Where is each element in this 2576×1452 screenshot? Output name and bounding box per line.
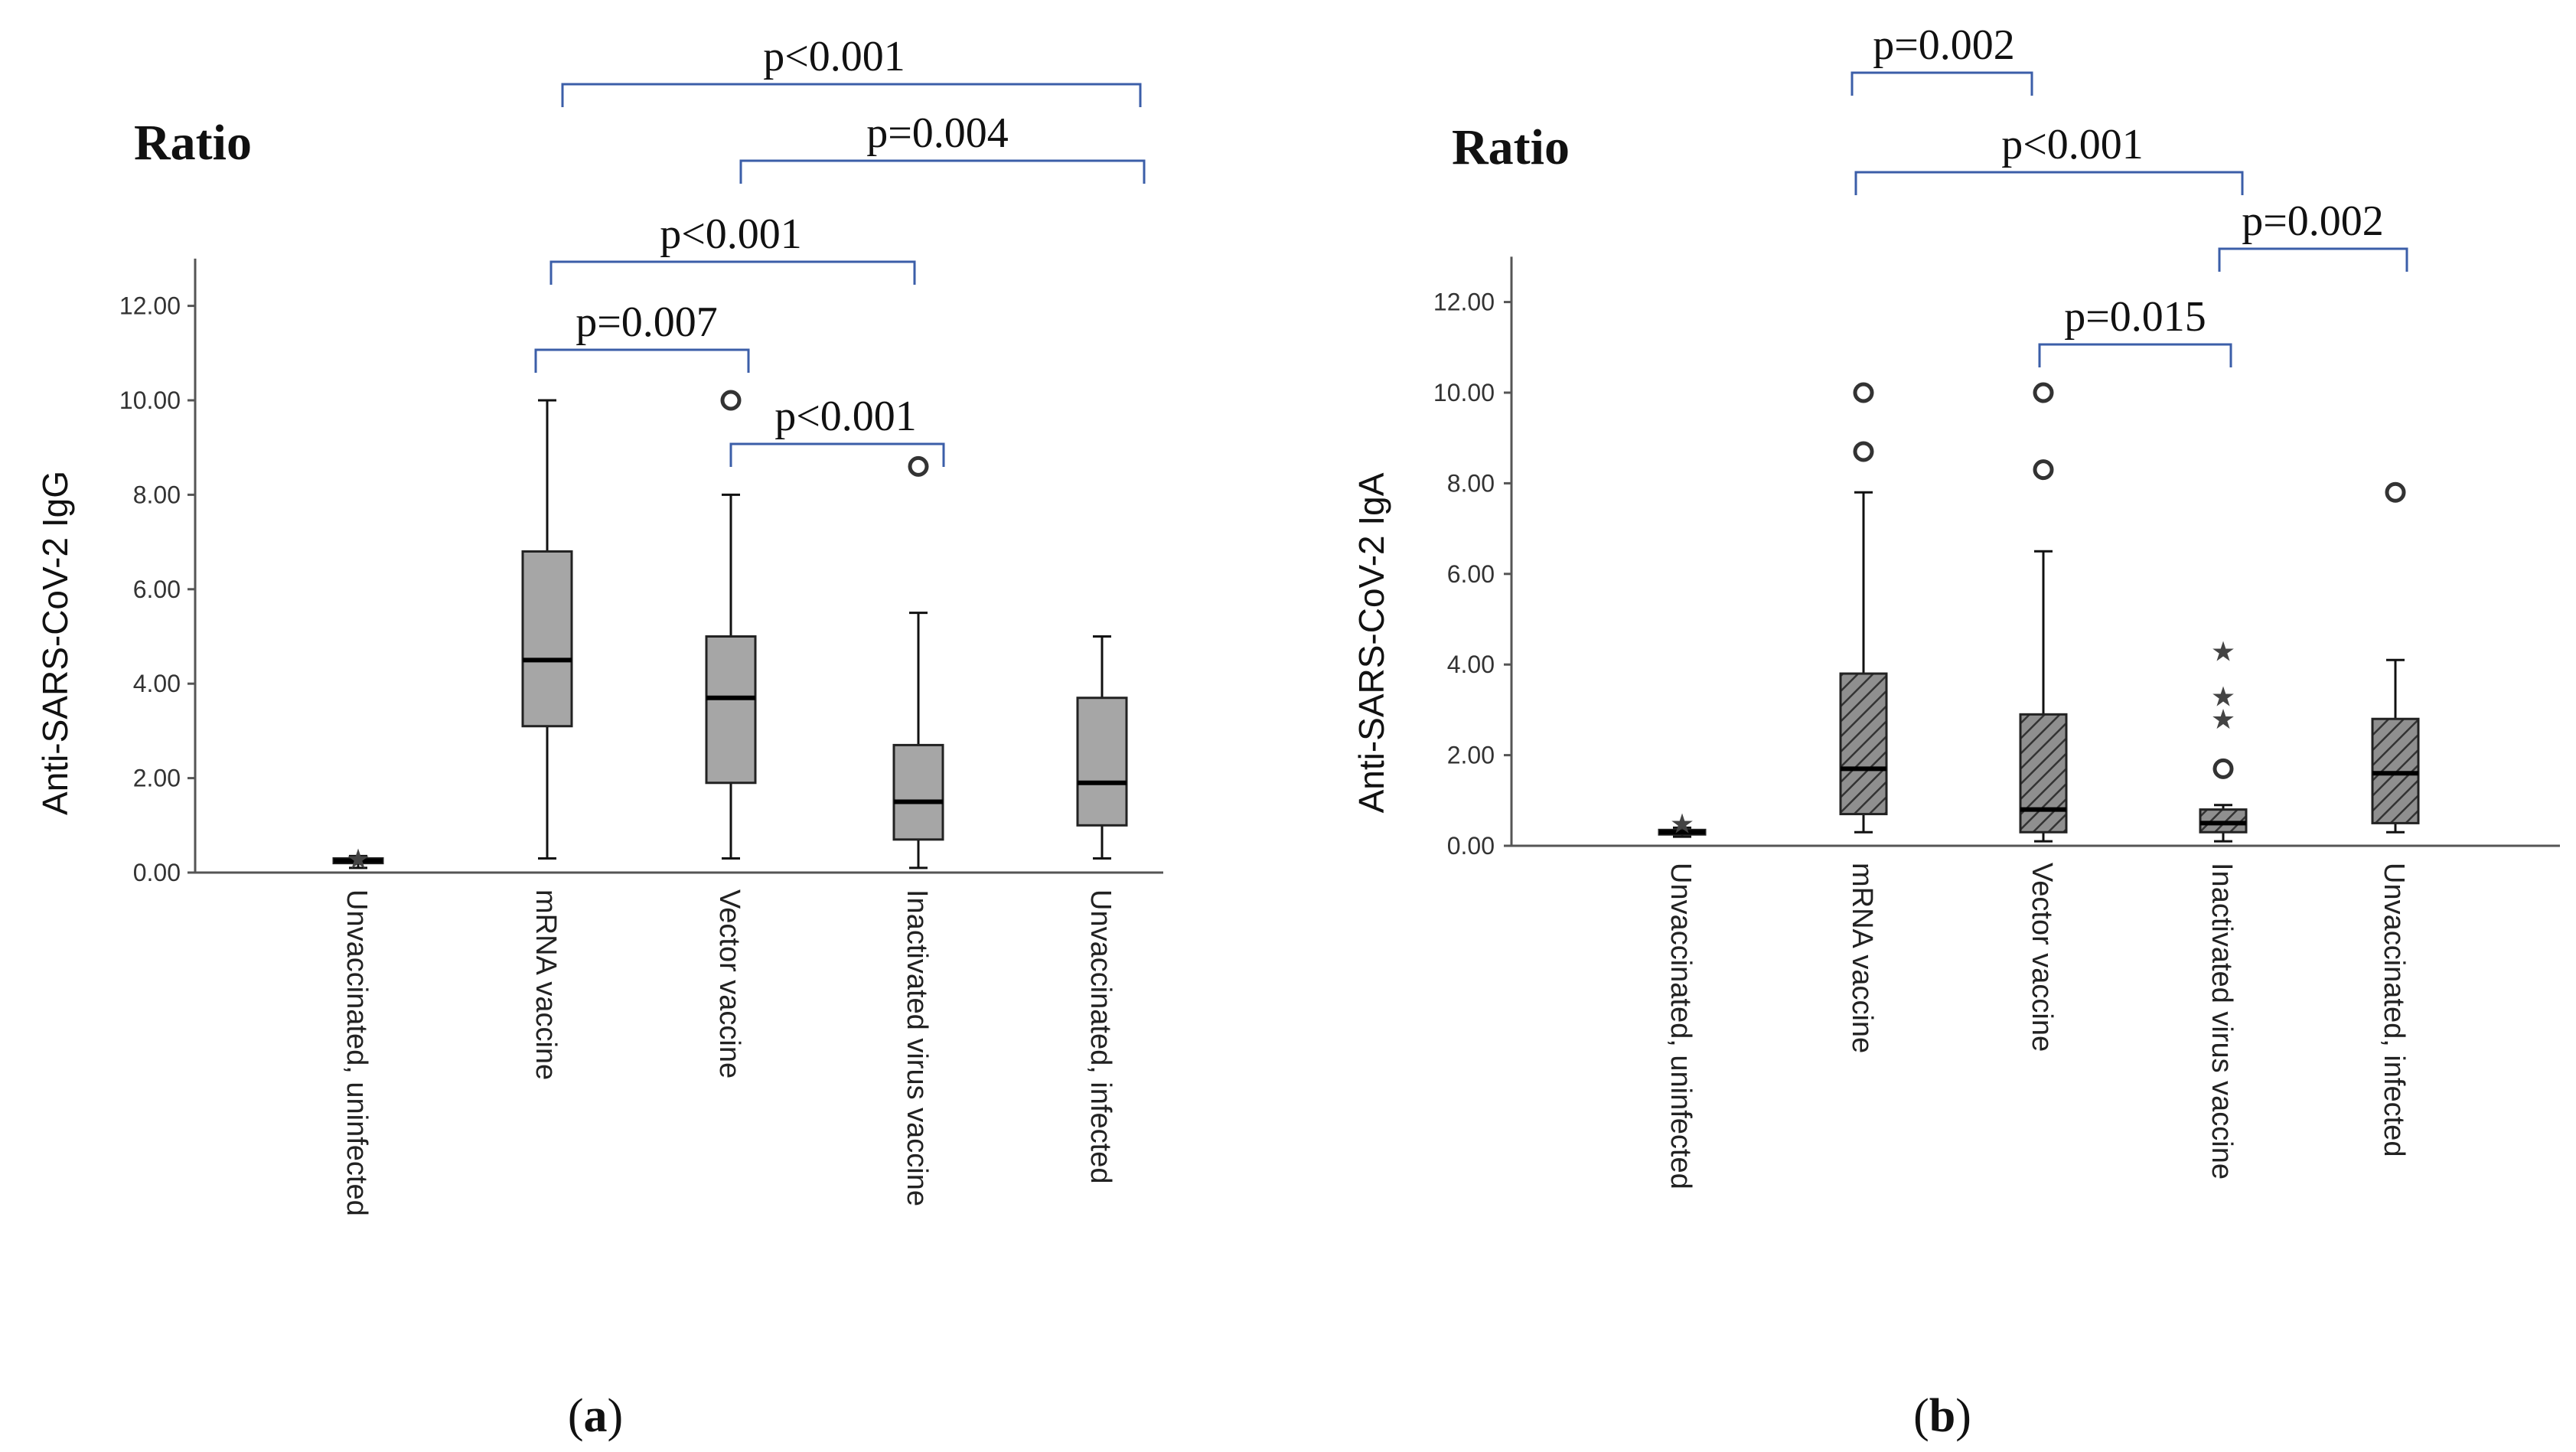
panel-a-p-value-label: p=0.007 bbox=[576, 299, 718, 346]
panel-b-category-label: Unvaccinated, uninfected bbox=[1665, 863, 1697, 1189]
panel-b-outlier-point bbox=[1853, 382, 1874, 403]
panel-b-outlier-point bbox=[2385, 481, 2406, 503]
panel-a-comparison-bracket bbox=[729, 442, 945, 467]
panel-b-extreme-point: ★ bbox=[1670, 808, 1694, 840]
panel-b-category-label: Inactivated virus vaccine bbox=[2206, 863, 2238, 1180]
panel-a-y-tick-label: 4.00 bbox=[133, 670, 181, 697]
panel-a-y-tick-label: 10.00 bbox=[119, 387, 181, 414]
panel-a-y-tick-label: 0.00 bbox=[133, 859, 181, 886]
panel-b-y-axis-label: Anti-SARS-CoV-2 IgA bbox=[1352, 472, 1391, 813]
panel-a-p-value-label: p<0.001 bbox=[660, 210, 802, 258]
panel-b-category-label: mRNA vaccine bbox=[1846, 863, 1878, 1053]
panel-a-box bbox=[892, 743, 944, 841]
panel-b-y-tick-label: 10.00 bbox=[1433, 379, 1495, 406]
panel-a: Ratio 0.00 2.00 4.00 6.00 8.00 10.00 12.00 Anti… bbox=[35, 33, 1163, 1216]
panel-b-box bbox=[2019, 713, 2068, 834]
panel-b-outlier-point bbox=[2033, 382, 2054, 403]
panel-b-p-value-label: p=0.002 bbox=[1873, 21, 2015, 69]
panel-a-category-label: Unvaccinated, infected bbox=[1084, 889, 1117, 1183]
panel-b-comparison-bracket bbox=[2218, 247, 2408, 272]
panel-b-outlier-point bbox=[2212, 758, 2234, 779]
panel-a-p-value-label: p<0.001 bbox=[774, 393, 917, 440]
panel-b-y-tick-label: 0.00 bbox=[1447, 832, 1495, 860]
panel-a-comparison-bracket bbox=[739, 159, 1146, 184]
panel-b-y-tick-label: 6.00 bbox=[1447, 560, 1495, 588]
panel-a-category-label: Unvaccinated, uninfected bbox=[341, 889, 373, 1216]
panel-a-y-axis-label: Anti-SARS-CoV-2 IgG bbox=[35, 471, 75, 815]
panel-a-category-label: Vector vaccine bbox=[713, 889, 745, 1078]
panel-a-comparison-bracket bbox=[561, 83, 1142, 107]
panel-b-comparison-bracket bbox=[2038, 343, 2232, 367]
panel-a-category-label: Inactivated virus vaccine bbox=[901, 889, 933, 1206]
panel-a-box bbox=[1076, 697, 1128, 827]
panel-b-extreme-point: ★ bbox=[2211, 704, 2235, 736]
panel-b-category-label: Unvaccinated, infected bbox=[2378, 863, 2410, 1157]
panel-b-outlier-point bbox=[2033, 459, 2054, 481]
panel-b-p-value-label: p=0.002 bbox=[2242, 197, 2384, 245]
panel-b-comparison-bracket bbox=[1854, 171, 2244, 195]
panel-b-extreme-point: ★ bbox=[2211, 682, 2235, 713]
panel-b-ratio-title: Ratio bbox=[1452, 119, 1570, 175]
panel-b-extreme-point: ★ bbox=[2211, 636, 2235, 667]
panel-a-category-label: mRNA vaccine bbox=[530, 889, 562, 1080]
panel-b-comparison-bracket bbox=[1850, 71, 2033, 96]
panel-b-category-label: Vector vaccine bbox=[2026, 863, 2058, 1052]
panel-a-comparison-bracket bbox=[534, 348, 750, 373]
panel-a-y-tick-label: 8.00 bbox=[133, 481, 181, 508]
panel-a-y-tick-label: 6.00 bbox=[133, 576, 181, 603]
panel-b-y-tick-label: 2.00 bbox=[1447, 742, 1495, 769]
panel-a-outlier-point bbox=[908, 455, 929, 477]
panel-a-label: (a) bbox=[568, 1390, 623, 1442]
panel-b-outlier-point bbox=[1853, 441, 1874, 462]
panel-a-outlier-point bbox=[720, 390, 742, 411]
panel-a-p-value-label: p=0.004 bbox=[866, 109, 1009, 157]
panel-a-y-tick-label: 2.00 bbox=[133, 765, 181, 792]
panel-b-p-value-label: p<0.001 bbox=[2001, 121, 2144, 168]
panel-a-p-value-label: p<0.001 bbox=[763, 33, 905, 80]
panel-a-comparison-bracket bbox=[549, 260, 916, 285]
panel-b-label: (b) bbox=[1913, 1390, 1971, 1442]
panel-a-extreme-point: ★ bbox=[346, 843, 370, 875]
panel-b-y-tick-label: 4.00 bbox=[1447, 651, 1495, 678]
panel-a-y-tick-label: 12.00 bbox=[119, 292, 181, 320]
panel-a-box bbox=[521, 550, 573, 728]
panel-b-y-tick-label: 12.00 bbox=[1433, 289, 1495, 316]
panel-b-box bbox=[1839, 672, 1888, 816]
panel-b-y-tick-label: 8.00 bbox=[1447, 469, 1495, 497]
panel-b-p-value-label: p=0.015 bbox=[2064, 293, 2206, 341]
panel-b: Ratio 0.00 2.00 4.00 6.00 8.00 10.00 12.00 Anti… bbox=[1352, 21, 2560, 1189]
panel-a-box bbox=[705, 635, 757, 785]
panel-a-ratio-title: Ratio bbox=[134, 115, 252, 171]
